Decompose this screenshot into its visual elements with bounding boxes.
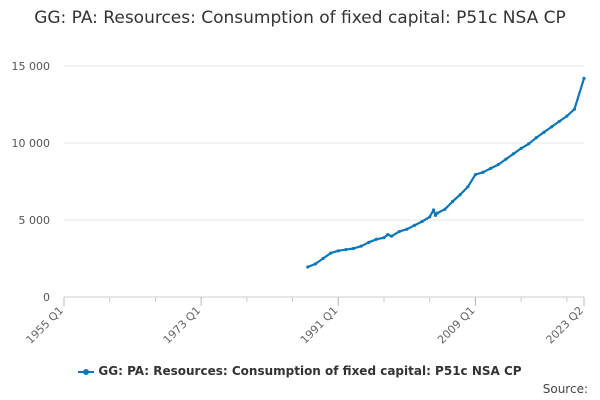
data-point	[359, 244, 363, 248]
grid-lines	[64, 65, 584, 298]
data-point	[397, 229, 401, 234]
data-point	[336, 249, 340, 253]
data-point	[572, 107, 577, 111]
data-point	[435, 211, 439, 215]
data-point	[511, 152, 516, 156]
series-line	[307, 77, 586, 269]
x-tick-label: 2009 Q1	[435, 304, 478, 347]
data-point	[329, 251, 333, 255]
legend[interactable]: GG: PA: Resources: Consumption of fixed …	[0, 364, 600, 378]
data-point	[557, 119, 561, 124]
data-point	[390, 234, 394, 238]
data-point	[466, 185, 470, 189]
data-point	[420, 219, 424, 224]
data-point	[496, 162, 500, 167]
legend-label: GG: PA: Resources: Consumption of fixed …	[98, 364, 522, 378]
data-point	[534, 136, 538, 140]
data-point	[351, 246, 356, 251]
data-point	[443, 207, 447, 211]
data-point	[386, 233, 390, 237]
data-point	[542, 130, 546, 134]
chart-title: GG: PA: Resources: Consumption of fixed …	[34, 8, 566, 28]
data-point	[344, 247, 348, 252]
data-point	[504, 157, 508, 161]
series-layer	[306, 76, 586, 269]
data-point	[481, 170, 485, 174]
data-point	[450, 199, 455, 204]
x-axis: 1955 Q1 1973 Q1 1991 Q1 2009 Q1 2023 Q2	[24, 297, 587, 347]
data-point	[412, 223, 417, 227]
data-point	[431, 208, 436, 212]
y-tick-label: 15 000	[12, 60, 51, 73]
data-point	[306, 265, 310, 269]
data-point	[433, 213, 438, 217]
x-tick-label: 1955 Q1	[24, 304, 67, 347]
y-tick-label: 10 000	[12, 137, 51, 150]
data-point	[519, 146, 523, 150]
y-tick-label: 0	[43, 291, 50, 304]
x-tick-label: 1973 Q1	[161, 304, 204, 347]
data-point	[527, 142, 531, 146]
data-point	[405, 227, 409, 231]
data-point	[473, 172, 478, 177]
data-point	[382, 236, 386, 240]
data-point	[550, 125, 554, 129]
legend-marker-icon	[78, 368, 95, 375]
data-point	[428, 215, 432, 219]
data-point	[565, 114, 569, 118]
data-point	[321, 256, 325, 261]
data-point	[367, 240, 371, 244]
source-label: Source:	[542, 382, 588, 396]
data-point	[458, 192, 462, 197]
x-tick-label: 1991 Q1	[298, 304, 341, 347]
data-point	[489, 166, 493, 171]
x-tick-label: 2023 Q2	[544, 304, 587, 347]
data-point	[313, 262, 318, 266]
y-tick-label: 5 000	[19, 214, 51, 227]
y-axis: 0 5 000 10 000 15 000	[12, 60, 51, 304]
data-point	[374, 237, 378, 241]
data-point	[582, 76, 586, 80]
